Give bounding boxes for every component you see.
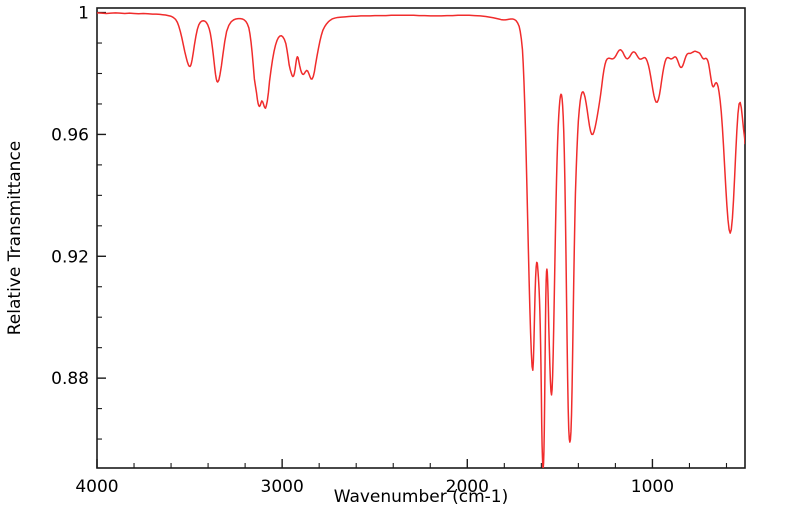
x-tick-label: 4000 bbox=[75, 477, 118, 497]
y-tick-label: 0.92 bbox=[51, 247, 89, 267]
y-axis-minor-ticks bbox=[97, 42, 102, 440]
x-axis-major-ticks bbox=[96, 459, 654, 468]
y-axis-tick-labels: 1 0.96 0.92 0.88 bbox=[51, 4, 89, 390]
y-axis-title: Relative Transmittance bbox=[5, 141, 25, 336]
x-axis-tick-labels: 4000 3000 2000 1000 bbox=[75, 477, 674, 497]
x-tick-label: 1000 bbox=[631, 477, 674, 497]
y-tick-label: 0.88 bbox=[51, 369, 89, 389]
spectrum-trace bbox=[97, 12, 745, 468]
y-tick-label: 0.96 bbox=[51, 125, 89, 145]
plot-frame bbox=[96, 7, 746, 469]
x-axis-minor-ticks bbox=[133, 463, 728, 468]
x-tick-label: 2000 bbox=[446, 477, 489, 497]
x-axis-title: Wavenumber (cm-1) bbox=[334, 487, 509, 507]
y-tick-label: 1 bbox=[78, 4, 89, 24]
x-tick-label: 3000 bbox=[261, 477, 304, 497]
